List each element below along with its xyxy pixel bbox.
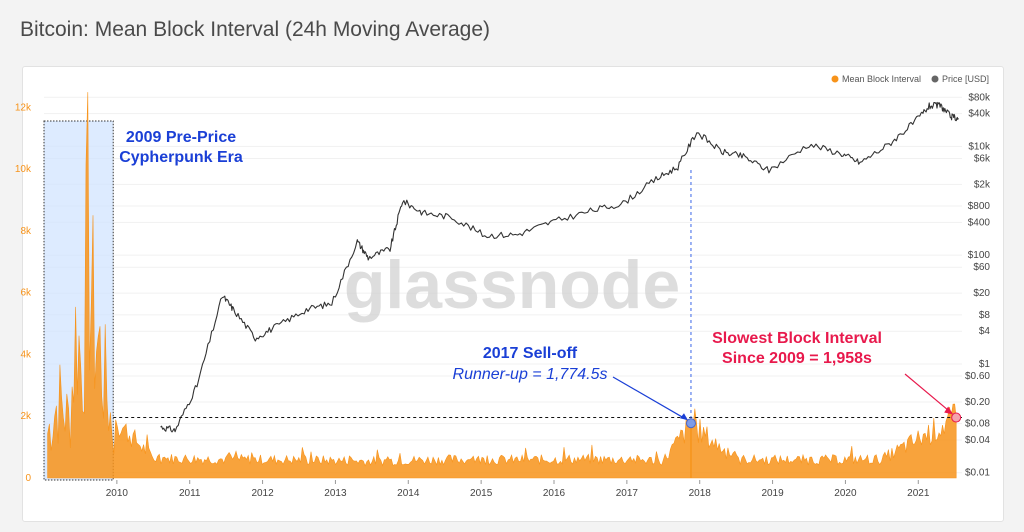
y-left-tick-label: 6k [20, 288, 32, 299]
x-tick-label: 2011 [179, 488, 201, 499]
y-right-tick-label: $2k [974, 179, 991, 190]
annotation-layer [113, 170, 962, 429]
y-right-tick-label: $10k [968, 141, 991, 152]
x-tick-label: 2020 [834, 488, 857, 499]
x-tick-label: 2012 [251, 488, 274, 499]
y-left-tick-label: 0 [25, 473, 31, 484]
y-right-tick-label: $800 [968, 201, 991, 212]
page-title: Bitcoin: Mean Block Interval (24h Moving… [20, 18, 491, 41]
selloff-title: 2017 Sell-off [483, 345, 578, 362]
x-tick-label: 2015 [470, 488, 493, 499]
selloff-marker [685, 418, 696, 429]
era-label-line1: 2009 Pre-Price [126, 129, 236, 146]
y-right-tick-label: $100 [968, 250, 991, 261]
x-tick-label: 2013 [324, 488, 347, 499]
slowest-line1: Slowest Block Interval [712, 330, 882, 347]
slowest-marker [951, 412, 962, 423]
y-right-tick-label: $1 [979, 359, 991, 370]
slowest-arrow [904, 373, 953, 414]
x-tick-label: 2010 [106, 488, 129, 499]
y-right-tick-label: $60 [973, 262, 990, 273]
legend: Mean Block Interval Price [USD] [831, 74, 989, 84]
x-tick-label: 2018 [689, 488, 712, 499]
block-interval-layer [47, 92, 957, 479]
y-left-tick-label: 12k [15, 102, 32, 113]
era-label-line2: Cypherpunk Era [119, 149, 243, 166]
gridlines [44, 96, 962, 474]
x-tick-label: 2021 [907, 488, 930, 499]
slowest-line2: Since 2009 = 1,958s [722, 350, 872, 367]
x-tick-label: 2017 [616, 488, 639, 499]
slowest-arrowhead [944, 406, 954, 415]
legend-swatch-price [931, 75, 939, 83]
y-left-tick-label: 2k [20, 411, 32, 422]
selloff-arrowhead [679, 413, 688, 421]
y-right-tick-label: $80k [968, 92, 991, 103]
y-left-tick-label: 8k [20, 226, 32, 237]
y-right-tick-label: $0.60 [965, 371, 990, 382]
y-right-tick-label: $6k [974, 153, 991, 164]
y-right-tick-label: $4 [979, 326, 991, 337]
series-price [160, 101, 959, 433]
selloff-arrow [612, 376, 687, 420]
y-right-tick-label: $0.20 [965, 397, 990, 408]
y-right-tick-label: $0.01 [965, 468, 990, 479]
series-mean-block-interval [47, 92, 957, 479]
x-tick-label: 2016 [543, 488, 566, 499]
y-right-tick-label: $0.04 [965, 435, 990, 446]
chart-card [22, 66, 1004, 522]
y-right-tick-label: $40k [968, 109, 991, 120]
x-tick-label: 2014 [397, 488, 420, 499]
selloff-subtitle: Runner-up = 1,774.5s [453, 366, 608, 383]
y-right-tick-label: $8 [979, 310, 991, 321]
legend-label-price: Price [USD] [942, 74, 989, 84]
legend-label-interval: Mean Block Interval [842, 74, 921, 84]
y-right-tick-label: $0.08 [965, 419, 990, 430]
x-tick-label: 2019 [761, 488, 784, 499]
watermark: glassnode [344, 247, 680, 323]
y-right-tick-label: $400 [968, 217, 991, 228]
y-left-tick-label: 4k [20, 349, 32, 360]
y-right-tick-label: $20 [973, 288, 990, 299]
axes: 0 2k 4k 6k 8k 10k 12k $0.01 $0.04 $0.08 $0.20 $0.60… [15, 92, 991, 499]
y-left-tick-label: 10k [15, 164, 32, 175]
price-layer [160, 101, 959, 433]
legend-swatch-interval [831, 75, 839, 83]
